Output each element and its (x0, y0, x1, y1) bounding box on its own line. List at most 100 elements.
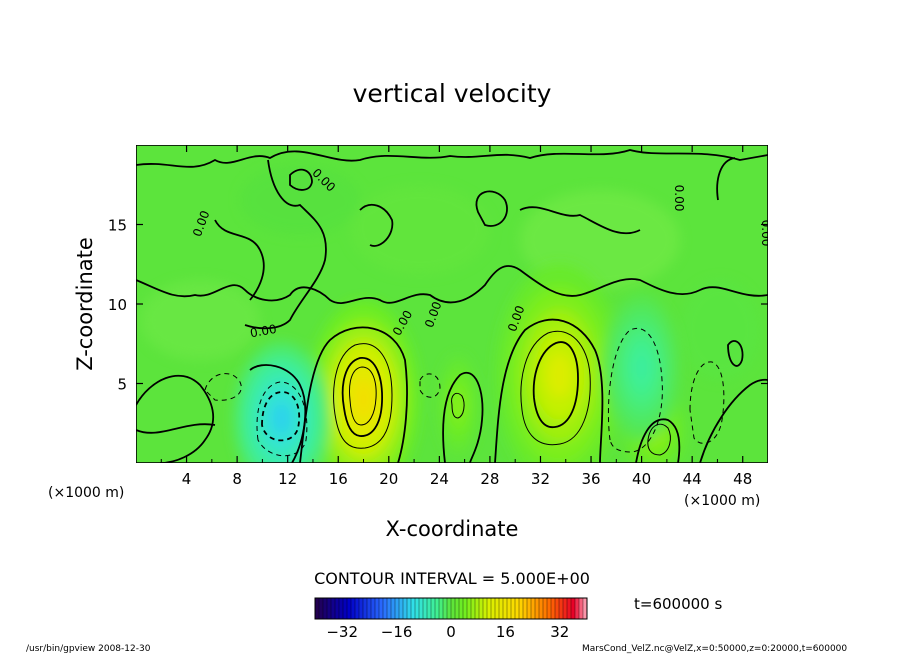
colorbar-swatch (399, 598, 404, 619)
colorbar-swatch (519, 598, 524, 619)
colorbar-swatch (503, 598, 508, 619)
footer-right: MarsCond_VelZ.nc@VelZ,x=0:50000,z=0:2000… (582, 644, 847, 654)
y-axis: 5 10 15 (108, 217, 768, 394)
velocity-cell (454, 395, 463, 416)
colorbar-swatch (319, 598, 324, 619)
contour-interval-text: CONTOUR INTERVAL = 5.000E+00 (314, 569, 590, 588)
colorbar-swatch (471, 598, 476, 619)
y-tick-label: 5 (117, 376, 127, 394)
colorbar-swatch (575, 598, 580, 619)
colorbar-swatch (411, 598, 416, 619)
colorbar-frame (314, 597, 588, 620)
colorbar-swatch (435, 598, 440, 619)
colorbar-swatch (511, 598, 516, 619)
time-label: t=600000 s (634, 595, 722, 613)
colorbar-tick-label: 32 (550, 623, 569, 641)
colorbar-swatch (451, 598, 456, 619)
colorbar-swatch (559, 598, 564, 619)
colorbar-swatch (315, 598, 320, 619)
colorbar-swatch (431, 598, 436, 619)
field-patch (240, 165, 360, 235)
x-tick-label: 28 (480, 470, 499, 488)
colorbar-swatch (455, 598, 460, 619)
colorbar-swatch (475, 598, 480, 619)
colorbar-swatch (383, 598, 388, 619)
positive-contours (333, 330, 671, 456)
colorbar-swatch (323, 598, 328, 619)
colorbar-swatch (391, 598, 396, 619)
colorbar-swatch (363, 598, 368, 619)
colorbar-swatch (479, 598, 484, 619)
y-tick-label: 15 (108, 217, 127, 235)
colorbar-swatch (359, 598, 364, 619)
colorbar-swatch (499, 598, 504, 619)
colorbar-tick-label: 16 (496, 623, 515, 641)
colorbar-tick-label: 0 (446, 623, 456, 641)
negative-contours (204, 327, 725, 457)
colorbar-swatch (439, 598, 444, 619)
colorbar-swatch (571, 598, 576, 619)
plot-area: 0.000.000.00 0.00 0.00 0.000.000.00 (136, 145, 768, 463)
contour-label: 0.00 (249, 322, 278, 340)
field-patch (680, 280, 760, 380)
colorbar-swatch (335, 598, 340, 619)
colorbar-swatch (543, 598, 548, 619)
colorbar-swatch (495, 598, 500, 619)
colorbar-tick-label: −16 (381, 623, 413, 641)
velocity-cell (546, 353, 573, 398)
x-tick-label: 12 (278, 470, 297, 488)
colorbar-swatch (535, 598, 540, 619)
colorbar-swatch (387, 598, 392, 619)
colorbar-swatch (423, 598, 428, 619)
colorbar-tick-label: −32 (326, 623, 358, 641)
colorbar-swatch (403, 598, 408, 619)
colorbar-swatch (483, 598, 488, 619)
x-tick-label: 8 (232, 470, 242, 488)
colorbar-swatch (551, 598, 556, 619)
colorbar-swatch (355, 598, 360, 619)
colorbar-swatch (379, 598, 384, 619)
colorbar-swatch (515, 598, 520, 619)
colorbar-swatch (407, 598, 412, 619)
colorbar-swatch (447, 598, 452, 619)
colorbar-swatch (555, 598, 560, 619)
colorbar-swatch (371, 598, 376, 619)
colorbar-swatch (523, 598, 528, 619)
y-tick-label: 10 (108, 296, 127, 314)
colorbar-swatch (547, 598, 552, 619)
colorbar-swatch (527, 598, 532, 619)
colorbar-swatch (347, 598, 352, 619)
velocity-cell (352, 379, 375, 420)
colorbar-swatch (567, 598, 572, 619)
colorbar-swatch (459, 598, 464, 619)
colorbar-swatch (487, 598, 492, 619)
colorbar-swatch (367, 598, 372, 619)
y-axis-title: Z-coordinate (73, 237, 97, 371)
x-tick-label: 20 (379, 470, 398, 488)
x-unit-right: (×1000 m) (684, 493, 760, 509)
colorbar-swatch (539, 598, 544, 619)
x-tick-label: 48 (733, 470, 752, 488)
colorbar-swatch (491, 598, 496, 619)
contour-label: 0.00 (672, 185, 686, 212)
x-axis-title: X-coordinate (386, 517, 519, 541)
colorbar-swatch (427, 598, 432, 619)
colorbar-swatch (443, 598, 448, 619)
colorbar: −32 −16 0 16 32 (314, 597, 588, 641)
colorbar-swatch (419, 598, 424, 619)
x-tick-label: 40 (632, 470, 651, 488)
colorbar-swatch (583, 598, 588, 619)
colorbar-swatch (395, 598, 400, 619)
velocity-cell (271, 403, 291, 434)
colorbar-swatch (375, 598, 380, 619)
field-patch (140, 280, 260, 360)
zero-contours (136, 149, 768, 463)
chart-title: vertical velocity (353, 79, 552, 108)
x-tick-label: 32 (531, 470, 550, 488)
x-tick-label: 4 (182, 470, 192, 488)
x-unit-left: (×1000 m) (48, 485, 124, 501)
colorbar-swatch (563, 598, 568, 619)
colorbar-swatch (343, 598, 348, 619)
colorbar-swatch (415, 598, 420, 619)
